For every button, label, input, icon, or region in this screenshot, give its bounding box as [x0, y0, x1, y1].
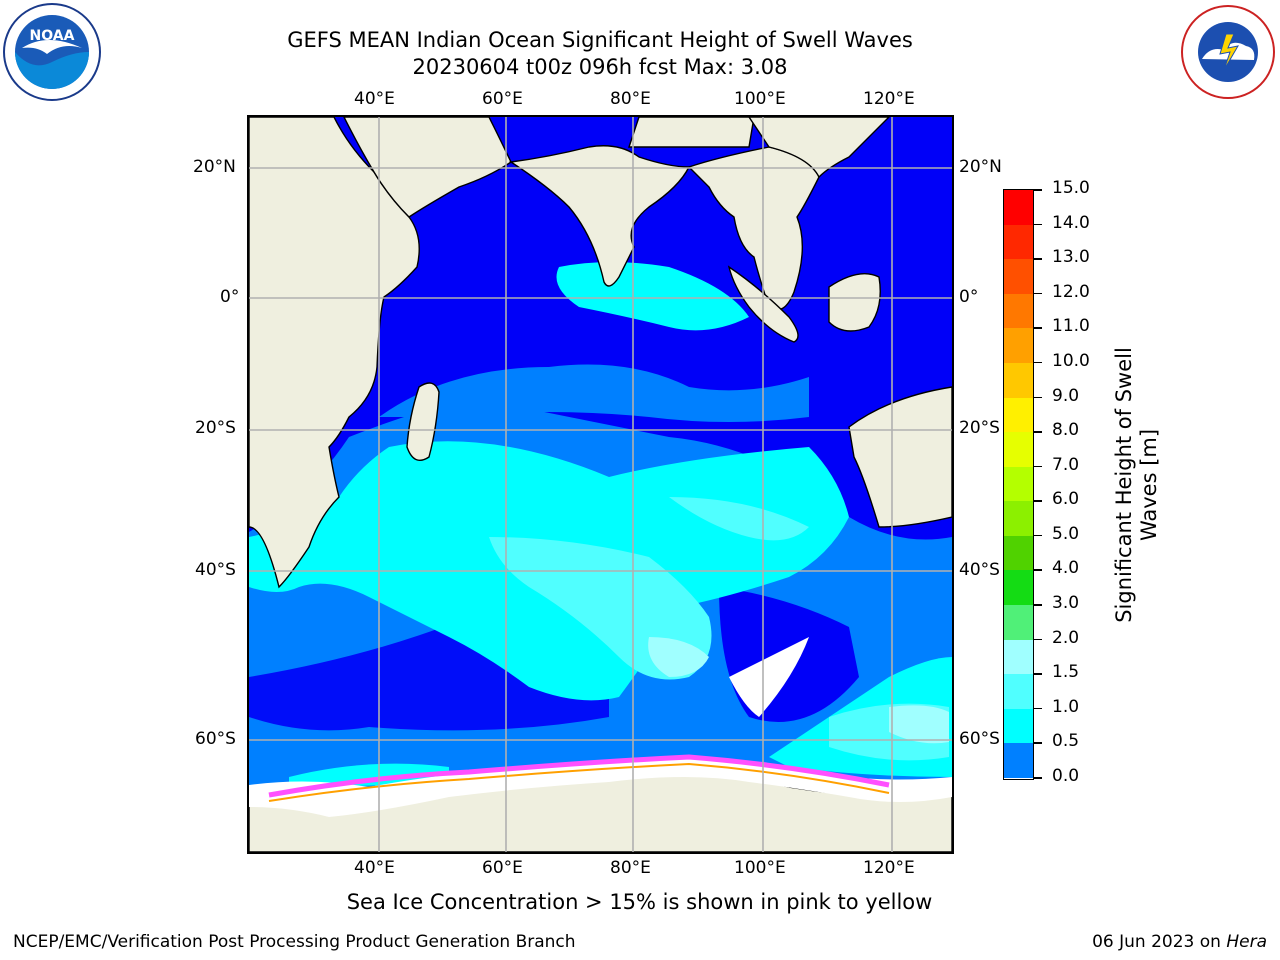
colorbar-segment	[1004, 501, 1033, 537]
colorbar-tick-label: 0.0	[1052, 766, 1080, 786]
colorbar-tick-mark	[1034, 258, 1042, 260]
colorbar-tick-label: 8.0	[1052, 420, 1080, 441]
footer-host: Hera	[1226, 932, 1267, 952]
colorbar	[1003, 189, 1034, 780]
colorbar-tick-mark	[1034, 327, 1042, 329]
colorbar-tick-mark	[1034, 777, 1042, 779]
colorbar-tick-mark	[1034, 742, 1042, 744]
colorbar-segment	[1004, 224, 1033, 260]
colorbar-segment	[1004, 432, 1033, 468]
colorbar-tick-label: 13.0	[1052, 247, 1090, 268]
colorbar-tick-label: 15.0	[1052, 178, 1090, 198]
colorbar-tick-label: 10.0	[1052, 350, 1090, 371]
lat-tick-left: 0°	[220, 287, 240, 307]
colorbar-tick-mark	[1034, 500, 1042, 502]
colorbar-segment	[1004, 466, 1033, 502]
lon-tick-top: 80°E	[610, 89, 651, 109]
colorbar-tick-mark	[1034, 673, 1042, 675]
footer-date-text: 06 Jun 2023 on	[1092, 932, 1227, 952]
colorbar-title-line1: Significant Height of Swell	[1112, 347, 1136, 623]
colorbar-tick-mark	[1034, 223, 1042, 226]
colorbar-tick-mark	[1034, 361, 1042, 364]
swell-height-map	[247, 115, 954, 854]
colorbar-tick-label: 9.0	[1052, 385, 1080, 406]
lon-tick-top: 60°E	[482, 89, 523, 109]
national-weather-service-logo	[1180, 4, 1276, 100]
lat-tick-right: 20°N	[959, 157, 1002, 177]
lat-tick-left: 20°N	[193, 157, 236, 177]
colorbar-segment	[1004, 190, 1033, 226]
colorbar-segment	[1004, 293, 1033, 329]
lon-tick-bottom: 100°E	[734, 858, 786, 878]
colorbar-tick-mark	[1034, 534, 1042, 537]
svg-text:NOAA: NOAA	[30, 28, 75, 44]
colorbar-segment	[1004, 639, 1033, 675]
colorbar-tick-mark	[1034, 707, 1042, 710]
lat-tick-right: 20°S	[959, 418, 1000, 438]
lat-tick-left: 20°S	[195, 418, 236, 438]
lon-tick-top: 40°E	[354, 89, 395, 109]
lon-tick-bottom: 40°E	[354, 858, 395, 878]
colorbar-tick-label: 14.0	[1052, 212, 1090, 233]
chart-subtitle: 20230604 t00z 096h fcst Max: 3.08	[412, 55, 788, 79]
colorbar-segment	[1004, 708, 1033, 744]
lat-tick-right: 40°S	[959, 560, 1000, 580]
colorbar-segment	[1004, 605, 1033, 641]
colorbar-tick-label: 11.0	[1052, 316, 1090, 337]
colorbar-tick-label: 6.0	[1052, 489, 1080, 510]
colorbar-tick-label: 4.0	[1052, 558, 1080, 579]
colorbar-tick-mark	[1034, 465, 1042, 468]
colorbar-title: Significant Height of Swell Waves [m]	[1112, 347, 1162, 623]
lon-tick-bottom: 80°E	[610, 858, 651, 878]
colorbar-segment	[1004, 397, 1033, 433]
colorbar-segment	[1004, 570, 1033, 606]
colorbar-segment	[1004, 362, 1033, 399]
colorbar-tick-label: 1.5	[1052, 662, 1080, 683]
lat-tick-right: 60°S	[959, 729, 1000, 749]
colorbar-segment	[1004, 328, 1033, 364]
colorbar-segment	[1004, 259, 1033, 295]
chart-title: GEFS MEAN Indian Ocean Significant Heigh…	[287, 28, 913, 52]
lon-tick-top: 120°E	[863, 89, 915, 109]
colorbar-tick-mark	[1034, 396, 1042, 399]
colorbar-tick-mark	[1034, 431, 1042, 433]
colorbar-tick-label: 0.5	[1052, 731, 1080, 752]
noaa-logo: NOAA	[2, 2, 102, 102]
footer-date: 06 Jun 2023 on Hera	[1092, 932, 1267, 952]
colorbar-tick-mark	[1034, 189, 1042, 191]
lat-tick-left: 60°S	[195, 729, 236, 749]
lat-tick-left: 40°S	[195, 560, 236, 580]
colorbar-tick-label: 1.0	[1052, 696, 1080, 717]
colorbar-tick-mark	[1034, 569, 1042, 571]
lat-tick-right: 0°	[959, 287, 979, 307]
colorbar-tick-label: 12.0	[1052, 281, 1090, 302]
colorbar-tick-mark	[1034, 638, 1042, 641]
lon-tick-bottom: 120°E	[863, 858, 915, 878]
colorbar-segment	[1004, 743, 1033, 779]
colorbar-tick-mark	[1034, 292, 1042, 295]
colorbar-title-line2: Waves [m]	[1137, 428, 1161, 542]
sea-ice-note: Sea Ice Concentration > 15% is shown in …	[346, 890, 933, 914]
colorbar-tick-label: 5.0	[1052, 523, 1080, 544]
colorbar-segment	[1004, 535, 1033, 571]
lon-tick-top: 100°E	[734, 89, 786, 109]
colorbar-tick-label: 2.0	[1052, 627, 1080, 648]
colorbar-tick-label: 3.0	[1052, 593, 1080, 614]
footer-credit: NCEP/EMC/Verification Post Processing Pr…	[13, 932, 576, 952]
colorbar-tick-label: 7.0	[1052, 454, 1080, 475]
colorbar-tick-mark	[1034, 604, 1042, 606]
colorbar-segment	[1004, 674, 1033, 710]
lon-tick-bottom: 60°E	[482, 858, 523, 878]
